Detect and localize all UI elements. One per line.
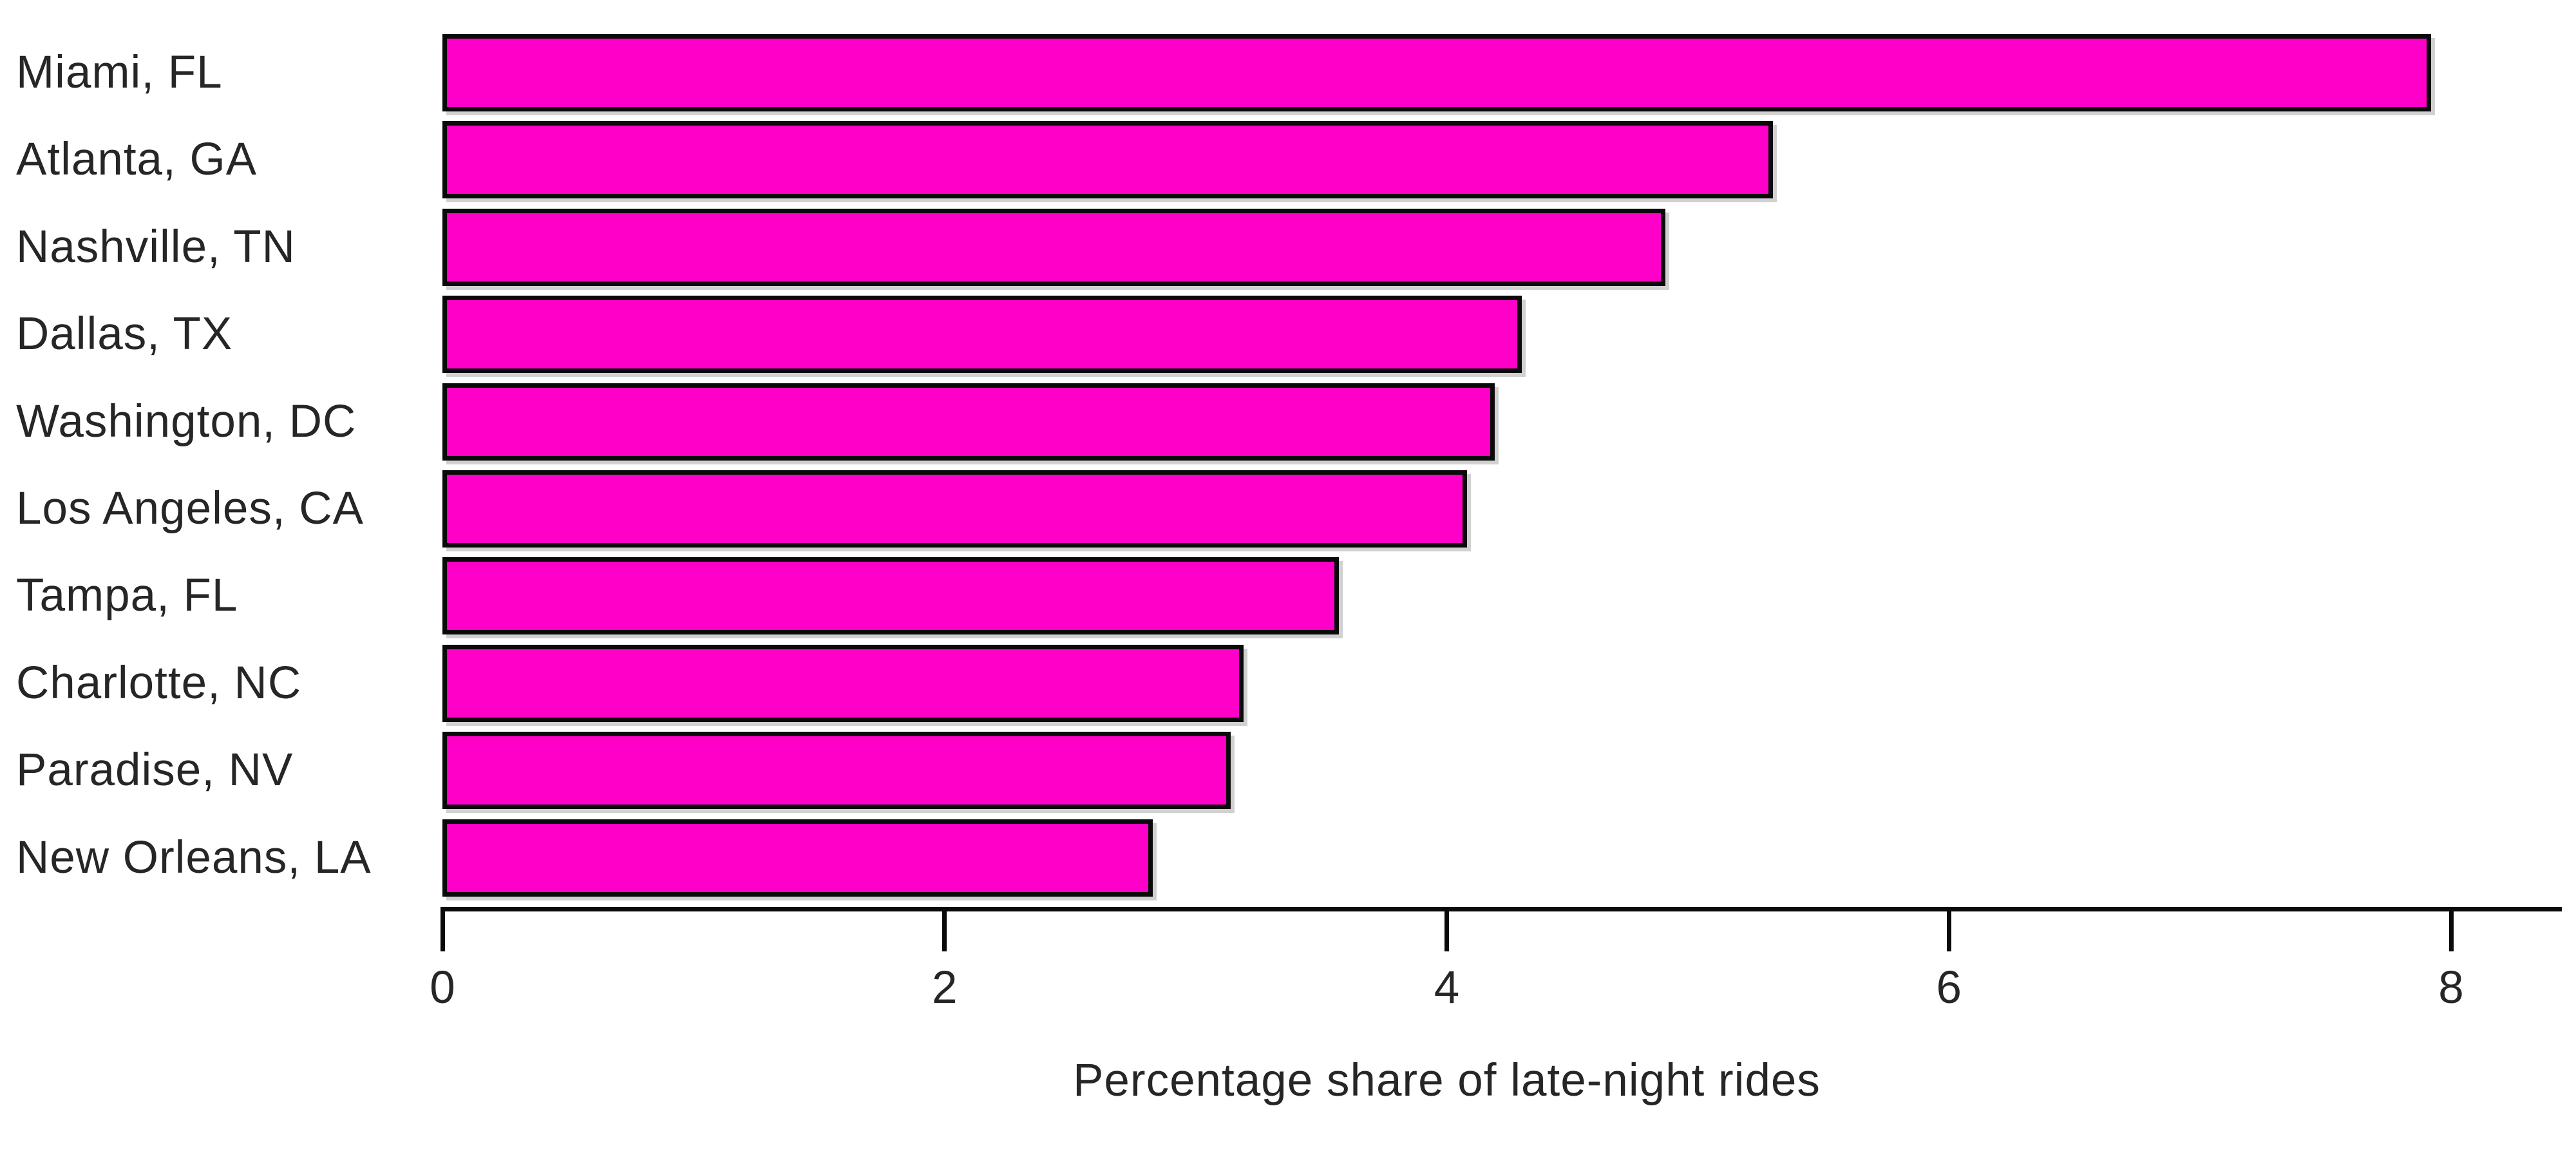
x-tick-label: 2 [932,962,958,1013]
bar-tampa [442,557,1339,635]
x-tick-label: 0 [430,962,455,1013]
y-tick-label: Miami, FL [16,47,223,98]
bar-dallas [442,296,1522,374]
y-tick-label: Atlanta, GA [16,134,258,186]
y-tick-label: New Orleans, LA [16,832,372,883]
y-tick-label: Dallas, TX [16,309,233,360]
y-tick-label: Washington, DC [16,395,357,447]
x-tick-label: 4 [1434,962,1460,1013]
bar-new-orleans [442,819,1153,897]
bar-los-angeles [442,470,1467,548]
bar-washington [442,383,1495,461]
x-axis-tick [1946,911,1951,951]
x-axis-tick [2448,911,2454,951]
x-axis-line [440,907,2562,911]
x-tick-label: 6 [1936,962,1962,1013]
bar-nashville [442,208,1665,286]
y-tick-label: Charlotte, NC [16,657,302,709]
y-tick-label: Paradise, NV [16,745,294,796]
x-axis-title: Percentage share of late-night rides [1073,1055,1821,1106]
x-axis-tick [440,911,445,951]
bar-atlanta [442,121,1773,199]
x-tick-label: 8 [2438,962,2464,1013]
bar-miami [442,34,2431,111]
bar-charlotte [442,644,1244,722]
x-axis-tick [942,911,947,951]
y-tick-label: Tampa, FL [16,570,238,622]
y-tick-label: Nashville, TN [16,221,296,272]
x-axis-tick [1444,911,1449,951]
y-tick-label: Los Angeles, CA [16,483,364,534]
bar-paradise [442,732,1231,810]
